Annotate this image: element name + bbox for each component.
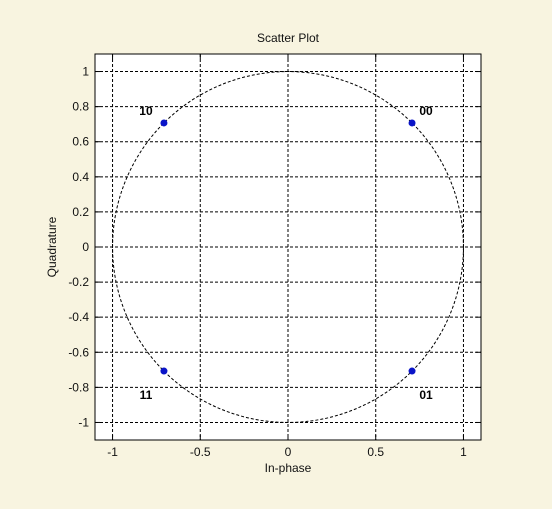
data-point-11 <box>160 367 168 375</box>
reference-circle <box>112 71 464 423</box>
data-point-10 <box>160 119 168 127</box>
tick-marks <box>95 54 481 440</box>
y-tick-label: -0.6 <box>68 345 89 359</box>
x-tick-label: 0 <box>285 445 292 459</box>
y-tick-label: 0.2 <box>72 205 89 219</box>
y-tick-label: 0 <box>82 240 89 254</box>
x-tick-label: 0.5 <box>367 445 384 459</box>
y-axis-label: Quadrature <box>45 216 59 277</box>
x-tick-label: 1 <box>460 445 467 459</box>
grid <box>95 54 481 440</box>
y-tick-label: 0.4 <box>72 170 89 184</box>
x-tick-label: -0.5 <box>190 445 211 459</box>
data-points <box>160 119 416 375</box>
y-tick-label: 0.6 <box>72 135 89 149</box>
x-axis-label: In-phase <box>265 461 312 475</box>
y-tick-label: -0.2 <box>68 275 89 289</box>
data-point-00 <box>408 119 416 127</box>
y-tick-label: 0.8 <box>72 100 89 114</box>
y-tick-label: -0.8 <box>68 380 89 394</box>
point-label-01: 01 <box>419 388 433 402</box>
x-tick-label: -1 <box>107 445 118 459</box>
y-tick-label: 1 <box>82 65 89 79</box>
chart-title: Scatter Plot <box>257 31 320 45</box>
y-tick-label: -0.4 <box>68 310 89 324</box>
y-tick-label: -1 <box>78 415 89 429</box>
point-label-11: 11 <box>140 388 153 402</box>
point-label-00: 00 <box>419 104 433 118</box>
point-label-10: 10 <box>139 104 153 118</box>
data-point-01 <box>408 367 416 375</box>
